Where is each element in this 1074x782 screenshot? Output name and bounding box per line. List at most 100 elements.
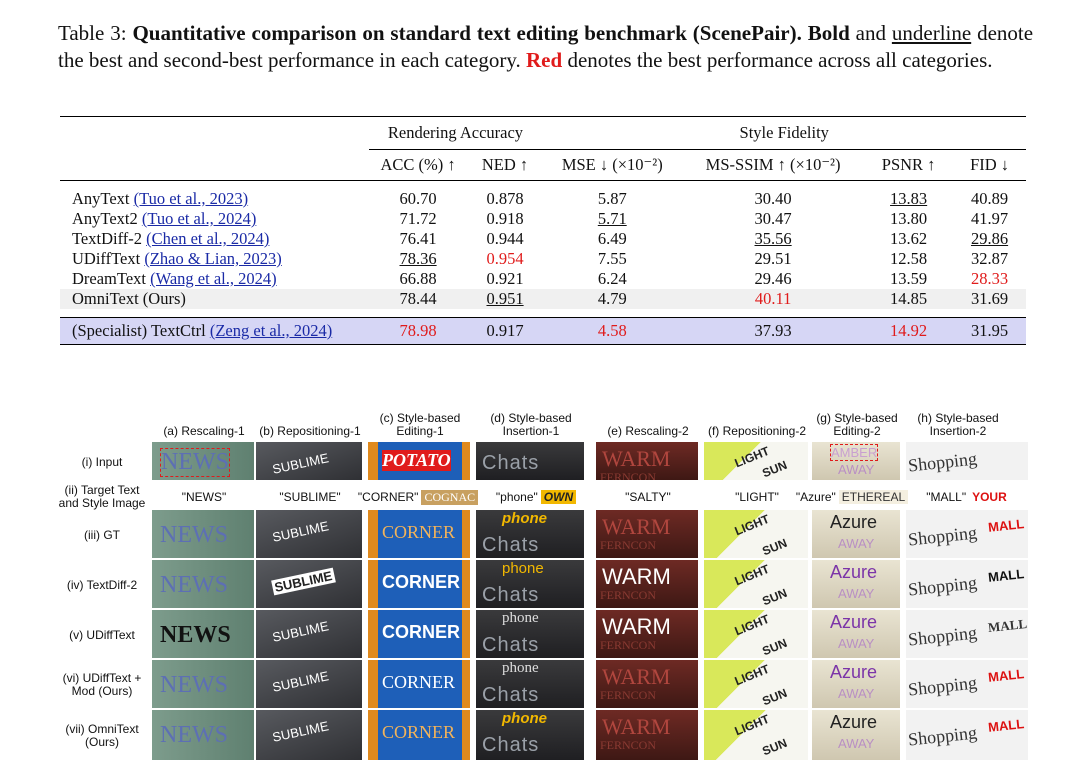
table-row: AnyText (Tuo et al., 2023) 60.70 0.878 5… xyxy=(60,181,1026,210)
citation-link[interactable]: (Zhao & Lian, 2023) xyxy=(144,249,282,268)
cell-ned: 0.951 xyxy=(467,289,543,309)
scene-text: FERNCON xyxy=(600,470,657,480)
citation-link[interactable]: (Tuo et al., 2023) xyxy=(133,189,249,208)
row-label-gt: (iii) GT xyxy=(84,527,120,542)
scene-text: NEWS xyxy=(160,622,231,648)
image-cell-e-udiff: WARM FERNCON xyxy=(596,610,698,658)
image-cell-b-udiffmod: SUBLIME xyxy=(256,660,362,708)
cell-fid: 31.69 xyxy=(953,289,1026,309)
scene-text: FERNCON xyxy=(600,588,657,602)
scene-text: Chats xyxy=(482,734,540,756)
scene-text: Azure xyxy=(830,512,878,532)
image-cell-e-omni: WARM FERNCON xyxy=(596,710,698,760)
scene-text: Chats xyxy=(482,584,540,606)
scene-text: Azure xyxy=(830,662,878,682)
image-cell-e-textdiff: WARM FERNCON xyxy=(596,560,698,608)
scene-text: AWAY xyxy=(838,462,875,477)
cell-psnr: 13.62 xyxy=(890,229,928,248)
scene-text: phone xyxy=(502,560,544,577)
scene-text: phone xyxy=(502,510,547,527)
scene-text: FERNCON xyxy=(600,638,657,652)
scene-text: Shopping xyxy=(907,722,978,750)
target-d: "phone" OWN xyxy=(480,486,592,508)
cell-acc: 78.44 xyxy=(368,289,468,309)
citation-link[interactable]: (Zeng et al., 2024) xyxy=(209,321,333,340)
cell-msssim: 29.51 xyxy=(754,249,792,268)
scene-text: SUBLIME xyxy=(271,668,331,695)
image-cell-e-input: WARM FERNCON xyxy=(596,442,698,480)
col-ned: NED ↑ xyxy=(467,149,543,181)
scene-text: phone xyxy=(502,710,547,727)
col-header-c: (c) Style-based Editing-1 xyxy=(379,411,461,438)
scene-text: WARM xyxy=(602,664,671,689)
scene-text: WARM xyxy=(602,714,671,739)
scene-text: MALL xyxy=(987,716,1025,735)
method-name: (Specialist) TextCtrl xyxy=(72,321,206,340)
cell-psnr: 13.59 xyxy=(890,269,928,288)
image-cell-d-omni: Chats phone xyxy=(476,710,584,760)
cell-ned: 0.917 xyxy=(467,317,543,345)
scene-text: Shopping xyxy=(907,448,978,476)
image-cell-g-udiff: Azure AWAY xyxy=(812,610,900,658)
citation-link[interactable]: (Chen et al., 2024) xyxy=(146,229,270,248)
row-label-textdiff: (iv) TextDiff-2 xyxy=(66,577,138,592)
cell-mse: 5.87 xyxy=(597,189,627,208)
image-cell-g-udiffmod: Azure AWAY xyxy=(812,660,900,708)
image-cell-b-udiff: SUBLIME xyxy=(256,610,362,658)
scene-text: SUBLIME xyxy=(271,618,331,645)
image-cell-b-gt: SUBLIME xyxy=(256,510,362,558)
col-header-d: (d) Style-based Insertion-1 xyxy=(490,411,572,438)
image-cell-f-textdiff: LIGHT SUN xyxy=(704,560,808,608)
row-label-udiff-mod: (vi) UDiffText + Mod (Ours) xyxy=(62,671,142,698)
style-swatch-h: YOUR xyxy=(972,490,1007,504)
image-cell-c-udiffmod: CORNER xyxy=(368,660,470,708)
scene-text: FERNCON xyxy=(600,538,657,552)
caption-red-word: Red xyxy=(526,48,563,72)
scene-text: LIGHT xyxy=(732,661,772,689)
row-label-omnitext: (vii) OmniText (Ours) xyxy=(65,722,139,749)
cell-mse: 7.55 xyxy=(597,249,627,268)
table-row-specialist: (Specialist) TextCtrl (Zeng et al., 2024… xyxy=(60,317,1026,345)
scene-text: CORNER xyxy=(382,672,456,692)
target-e: "SALTY" xyxy=(625,490,671,504)
target-f: "LIGHT" xyxy=(735,490,779,504)
scene-text: FERNCON xyxy=(600,738,657,752)
scene-text: SUN xyxy=(760,735,790,759)
target-c: "CORNER" COGNAC xyxy=(358,486,479,508)
image-cell-d-input: Chats xyxy=(476,442,584,480)
image-cell-h-udiffmod: Shopping MALL xyxy=(906,660,1028,708)
caption-underline-word: underline xyxy=(891,21,972,45)
citation-link[interactable]: (Tuo et al., 2024) xyxy=(141,209,257,228)
cell-acc: 60.70 xyxy=(399,189,437,208)
cell-msssim: 30.40 xyxy=(754,189,792,208)
results-table: Rendering Accuracy Style Fidelity ACC (%… xyxy=(60,116,1026,345)
scene-text: AWAY xyxy=(838,586,875,601)
image-cell-g-input: AMBER AWAY xyxy=(812,442,900,480)
table-row: AnyText2 (Tuo et al., 2024) 71.72 0.918 … xyxy=(60,209,1026,229)
col-header-f: (f) Repositioning-2 xyxy=(707,424,807,438)
citation-link[interactable]: (Wang et al., 2024) xyxy=(150,269,277,288)
cell-ned: 0.944 xyxy=(486,229,524,248)
col-header-a: (a) Rescaling-1 xyxy=(163,424,245,438)
cell-psnr: 14.85 xyxy=(864,289,954,309)
scene-text: MALL xyxy=(987,516,1025,535)
scene-text: AWAY xyxy=(838,636,875,651)
col-fid: FID ↓ xyxy=(953,149,1026,181)
scene-text: Chats xyxy=(482,534,540,556)
scene-text: Shopping xyxy=(907,572,978,600)
table-row: DreamText (Wang et al., 2024) 66.88 0.92… xyxy=(60,269,1026,289)
caption-mid: denote the best and second-best performa… xyxy=(58,21,1034,72)
cell-fid: 31.95 xyxy=(953,317,1026,345)
col-header-g: (g) Style-based Editing-2 xyxy=(816,411,898,438)
image-cell-d-gt: Chats phone xyxy=(476,510,584,558)
image-cell-c-omni: CORNER xyxy=(368,710,470,760)
cell-fid: 32.87 xyxy=(970,249,1009,268)
scene-text: LIGHT xyxy=(732,711,772,739)
scene-text: MALL xyxy=(987,616,1028,635)
scene-text: WARM xyxy=(602,514,671,539)
style-swatch-d: OWN xyxy=(540,490,577,504)
cell-mse: 6.49 xyxy=(597,229,627,248)
cell-msssim: 30.47 xyxy=(754,209,792,228)
scene-text: SUBLIME xyxy=(271,518,331,545)
method-name: DreamText xyxy=(72,269,146,288)
